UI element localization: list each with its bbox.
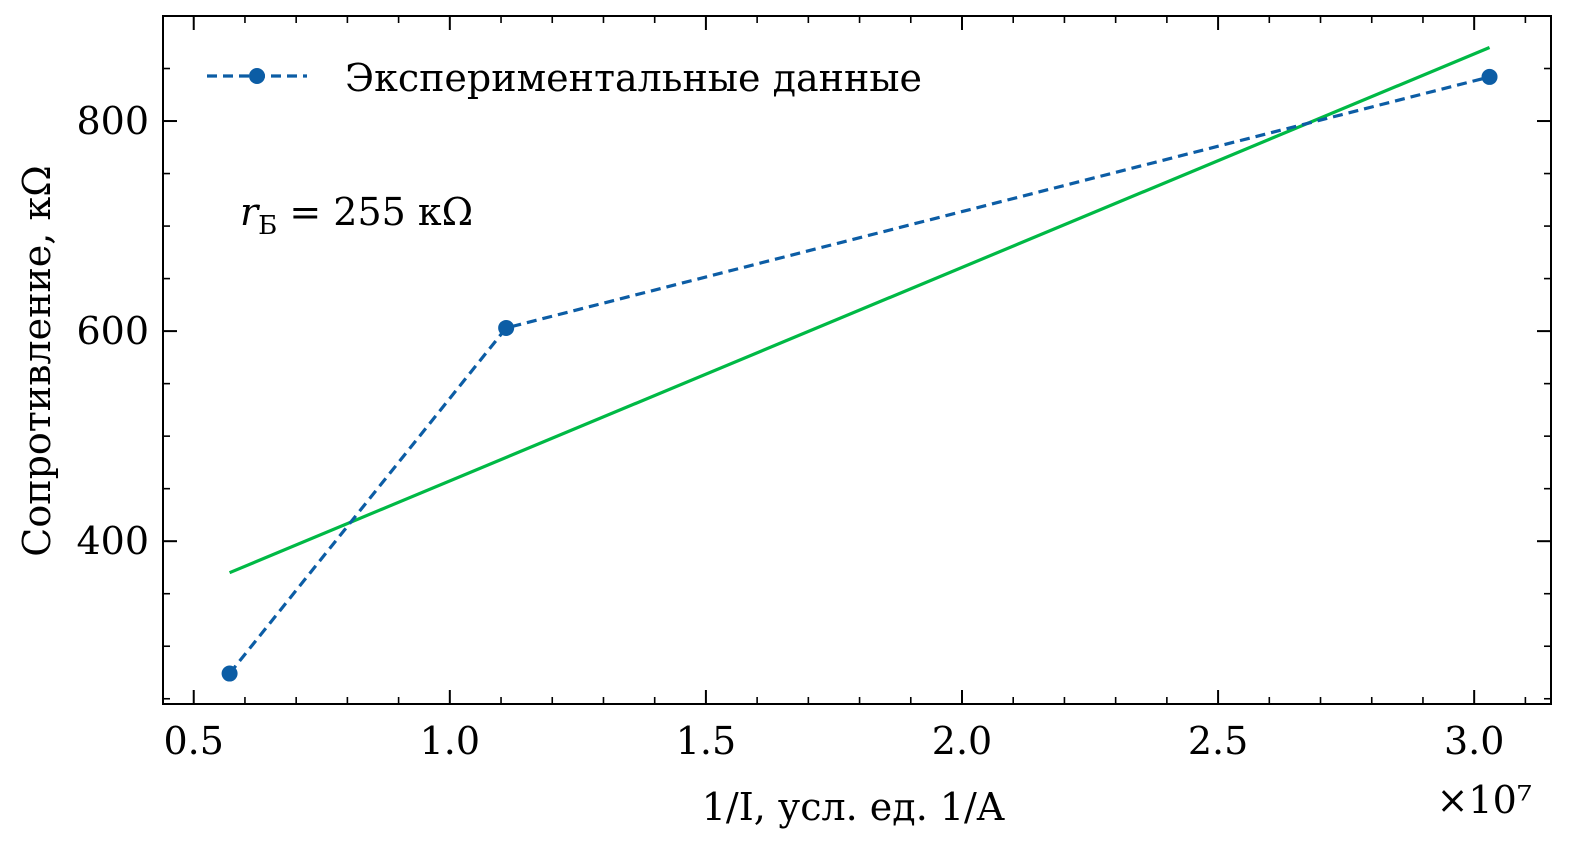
y-axis-label: Сопротивление, кΩ: [15, 165, 59, 556]
y-tick-label: 600: [76, 309, 149, 353]
experimental-line: [228, 75, 1490, 675]
major-ticks: [163, 16, 1551, 704]
plot-frame: [162, 15, 1552, 705]
x-offset-label: ×10⁷: [1437, 778, 1532, 822]
x-axis-label: 1/I, усл. ед. 1/A: [702, 785, 1005, 829]
annotation-value: = 255 кΩ: [277, 190, 473, 234]
legend-marker: [249, 68, 265, 84]
x-tick-label: 0.5: [164, 719, 224, 763]
x-tick-label: 1.0: [420, 719, 480, 763]
fit-annotation: rБ = 255 кΩ: [240, 190, 473, 241]
x-tick-label: 1.5: [676, 719, 736, 763]
minor-ticks: [163, 16, 1551, 704]
legend-label: Экспериментальные данные: [345, 56, 922, 100]
y-tick-label: 400: [76, 519, 149, 563]
legend: Экспериментальные данные: [207, 56, 922, 100]
data-point: [1481, 68, 1498, 85]
x-tick-label: 2.5: [1188, 719, 1248, 763]
annotation-subscript: Б: [258, 211, 277, 241]
annotation-symbol: r: [240, 190, 261, 234]
series-layer: [221, 46, 1498, 682]
data-point: [498, 319, 515, 336]
tick-labels: 0.5 1.0 1.5 2.0 2.5 3.0 400 600 800: [76, 99, 1504, 763]
x-tick-label: 2.0: [932, 719, 992, 763]
x-tick-label: 3.0: [1444, 719, 1504, 763]
y-tick-label: 800: [76, 99, 149, 143]
data-point: [221, 665, 238, 682]
fit-line: [228, 46, 1491, 575]
